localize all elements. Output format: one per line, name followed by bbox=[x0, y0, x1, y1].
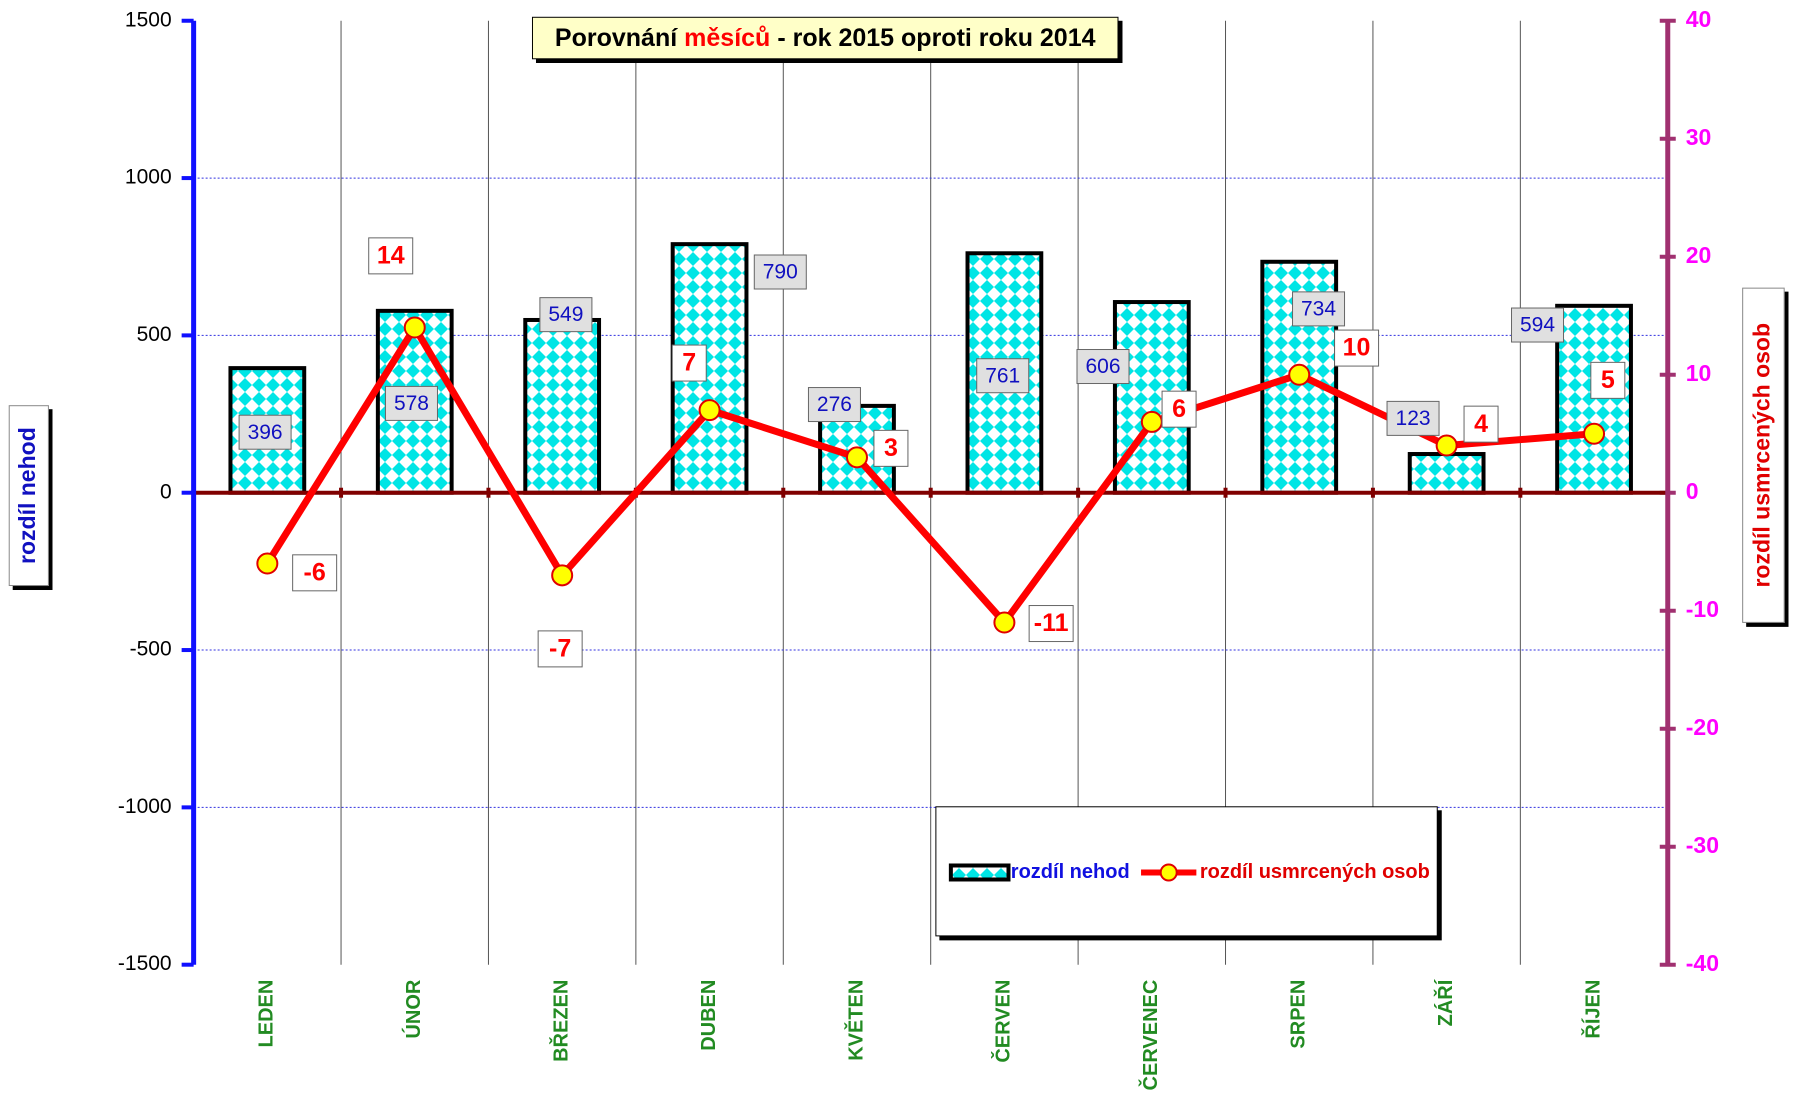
y2-label-box bbox=[1742, 287, 1785, 623]
marker bbox=[1435, 434, 1458, 457]
data-label: 606 bbox=[1085, 355, 1120, 378]
data-label: -6 bbox=[304, 558, 326, 586]
y-tick-label: 0 bbox=[160, 480, 172, 503]
title-part: měsíců bbox=[684, 24, 770, 52]
data-label-box bbox=[807, 387, 861, 423]
data-label: 396 bbox=[248, 421, 283, 444]
data-label: 578 bbox=[394, 392, 429, 415]
bar bbox=[1407, 452, 1486, 495]
data-label: 761 bbox=[985, 364, 1020, 387]
x-tick-label: ZÁŘÍ bbox=[1433, 979, 1457, 1026]
x-tick-label: KVĚTEN bbox=[843, 980, 867, 1061]
line bbox=[264, 324, 1595, 627]
data-label-box bbox=[1161, 390, 1197, 428]
data-label-box bbox=[1511, 307, 1565, 343]
y2-tick-label: 20 bbox=[1686, 242, 1712, 268]
marker bbox=[698, 399, 721, 422]
marker bbox=[1140, 410, 1163, 433]
data-label: 5 bbox=[1601, 366, 1615, 394]
title-part: Porovnání bbox=[555, 24, 678, 52]
title-box bbox=[531, 16, 1119, 60]
data-label-box bbox=[1334, 329, 1380, 367]
data-label: 10 bbox=[1343, 334, 1371, 362]
data-label: 734 bbox=[1301, 297, 1336, 320]
bar bbox=[523, 317, 602, 495]
y2-tick-label: -20 bbox=[1686, 714, 1719, 740]
y2-tick-label: 10 bbox=[1686, 360, 1712, 386]
marker bbox=[551, 564, 574, 587]
y2-tick-label: 0 bbox=[1686, 478, 1699, 504]
marker bbox=[256, 552, 279, 575]
data-label-box bbox=[537, 630, 583, 668]
data-label-box bbox=[1292, 291, 1346, 327]
data-label-box bbox=[1386, 400, 1440, 436]
data-label: 6 bbox=[1172, 395, 1186, 423]
data-label: 7 bbox=[682, 349, 696, 377]
data-label: 123 bbox=[1396, 407, 1431, 430]
bar bbox=[1555, 303, 1633, 495]
data-label: 3 bbox=[884, 434, 898, 462]
y-tick-label: -1500 bbox=[118, 952, 172, 975]
data-label-box bbox=[873, 429, 909, 467]
data-label: 14 bbox=[377, 241, 405, 269]
x-tick-label: BŘEZEN bbox=[548, 980, 572, 1062]
chart-title: Porovnání měsíců - rok 2015 oproti roku 20… bbox=[555, 24, 1096, 52]
data-label-box bbox=[1590, 361, 1626, 399]
data-label-box bbox=[292, 554, 338, 592]
legend-label: rozdíl usmrcených osob bbox=[1200, 861, 1430, 883]
y-axis-label: rozdíl nehod bbox=[14, 427, 40, 564]
title-part: - rok 2015 oproti roku 2014 bbox=[777, 24, 1095, 52]
data-label: 276 bbox=[817, 393, 852, 416]
x-tick-label: ČERVEN bbox=[991, 980, 1015, 1063]
y2-tick-label: -10 bbox=[1686, 596, 1719, 622]
x-tick-label: ÚNOR bbox=[401, 979, 425, 1038]
data-label: -7 bbox=[549, 635, 571, 663]
y2-tick-label: 30 bbox=[1686, 124, 1712, 150]
y2-axis-label: rozdíl usmrcených osob bbox=[1749, 323, 1775, 588]
data-label: 790 bbox=[763, 261, 798, 284]
data-label-box bbox=[238, 414, 292, 450]
marker bbox=[403, 316, 426, 339]
x-tick-label: DUBEN bbox=[698, 980, 720, 1051]
y-tick-label: -1000 bbox=[118, 795, 172, 818]
x-tick-label: ČERVENEC bbox=[1138, 980, 1162, 1091]
x-tick-label: LEDEN bbox=[256, 980, 278, 1048]
data-label-box bbox=[1076, 349, 1130, 385]
y-label-box bbox=[8, 405, 49, 587]
data-label-box bbox=[1463, 405, 1499, 443]
data-label: 4 bbox=[1474, 410, 1488, 438]
marker bbox=[993, 611, 1016, 634]
data-label-box bbox=[753, 254, 807, 290]
x-tick-label: ŘÍJEN bbox=[1580, 980, 1604, 1039]
marker bbox=[1583, 422, 1606, 445]
data-label-box bbox=[384, 385, 438, 421]
data-label: -11 bbox=[1034, 609, 1069, 637]
marker bbox=[1288, 363, 1311, 386]
data-label-box bbox=[1028, 605, 1074, 643]
marker bbox=[845, 446, 868, 469]
y-tick-label: 1500 bbox=[125, 8, 172, 31]
y-tick-label: 1000 bbox=[125, 166, 172, 189]
data-label: 594 bbox=[1520, 314, 1555, 337]
legend-marker bbox=[1159, 863, 1178, 882]
legend-label: rozdíl nehod bbox=[1011, 861, 1130, 883]
data-label-box bbox=[671, 344, 707, 382]
y2-tick-label: 40 bbox=[1686, 6, 1712, 32]
data-label-box bbox=[976, 358, 1030, 394]
x-tick-label: SRPEN bbox=[1288, 980, 1310, 1049]
y2-tick-label: -30 bbox=[1686, 832, 1719, 858]
data-label-box bbox=[539, 297, 593, 333]
y-tick-label: -500 bbox=[130, 638, 172, 661]
y2-tick-label: -40 bbox=[1686, 950, 1719, 976]
data-label-box bbox=[368, 237, 414, 275]
data-label: 549 bbox=[548, 303, 583, 326]
legend-swatch bbox=[948, 863, 1011, 882]
y-tick-label: 500 bbox=[137, 323, 172, 346]
